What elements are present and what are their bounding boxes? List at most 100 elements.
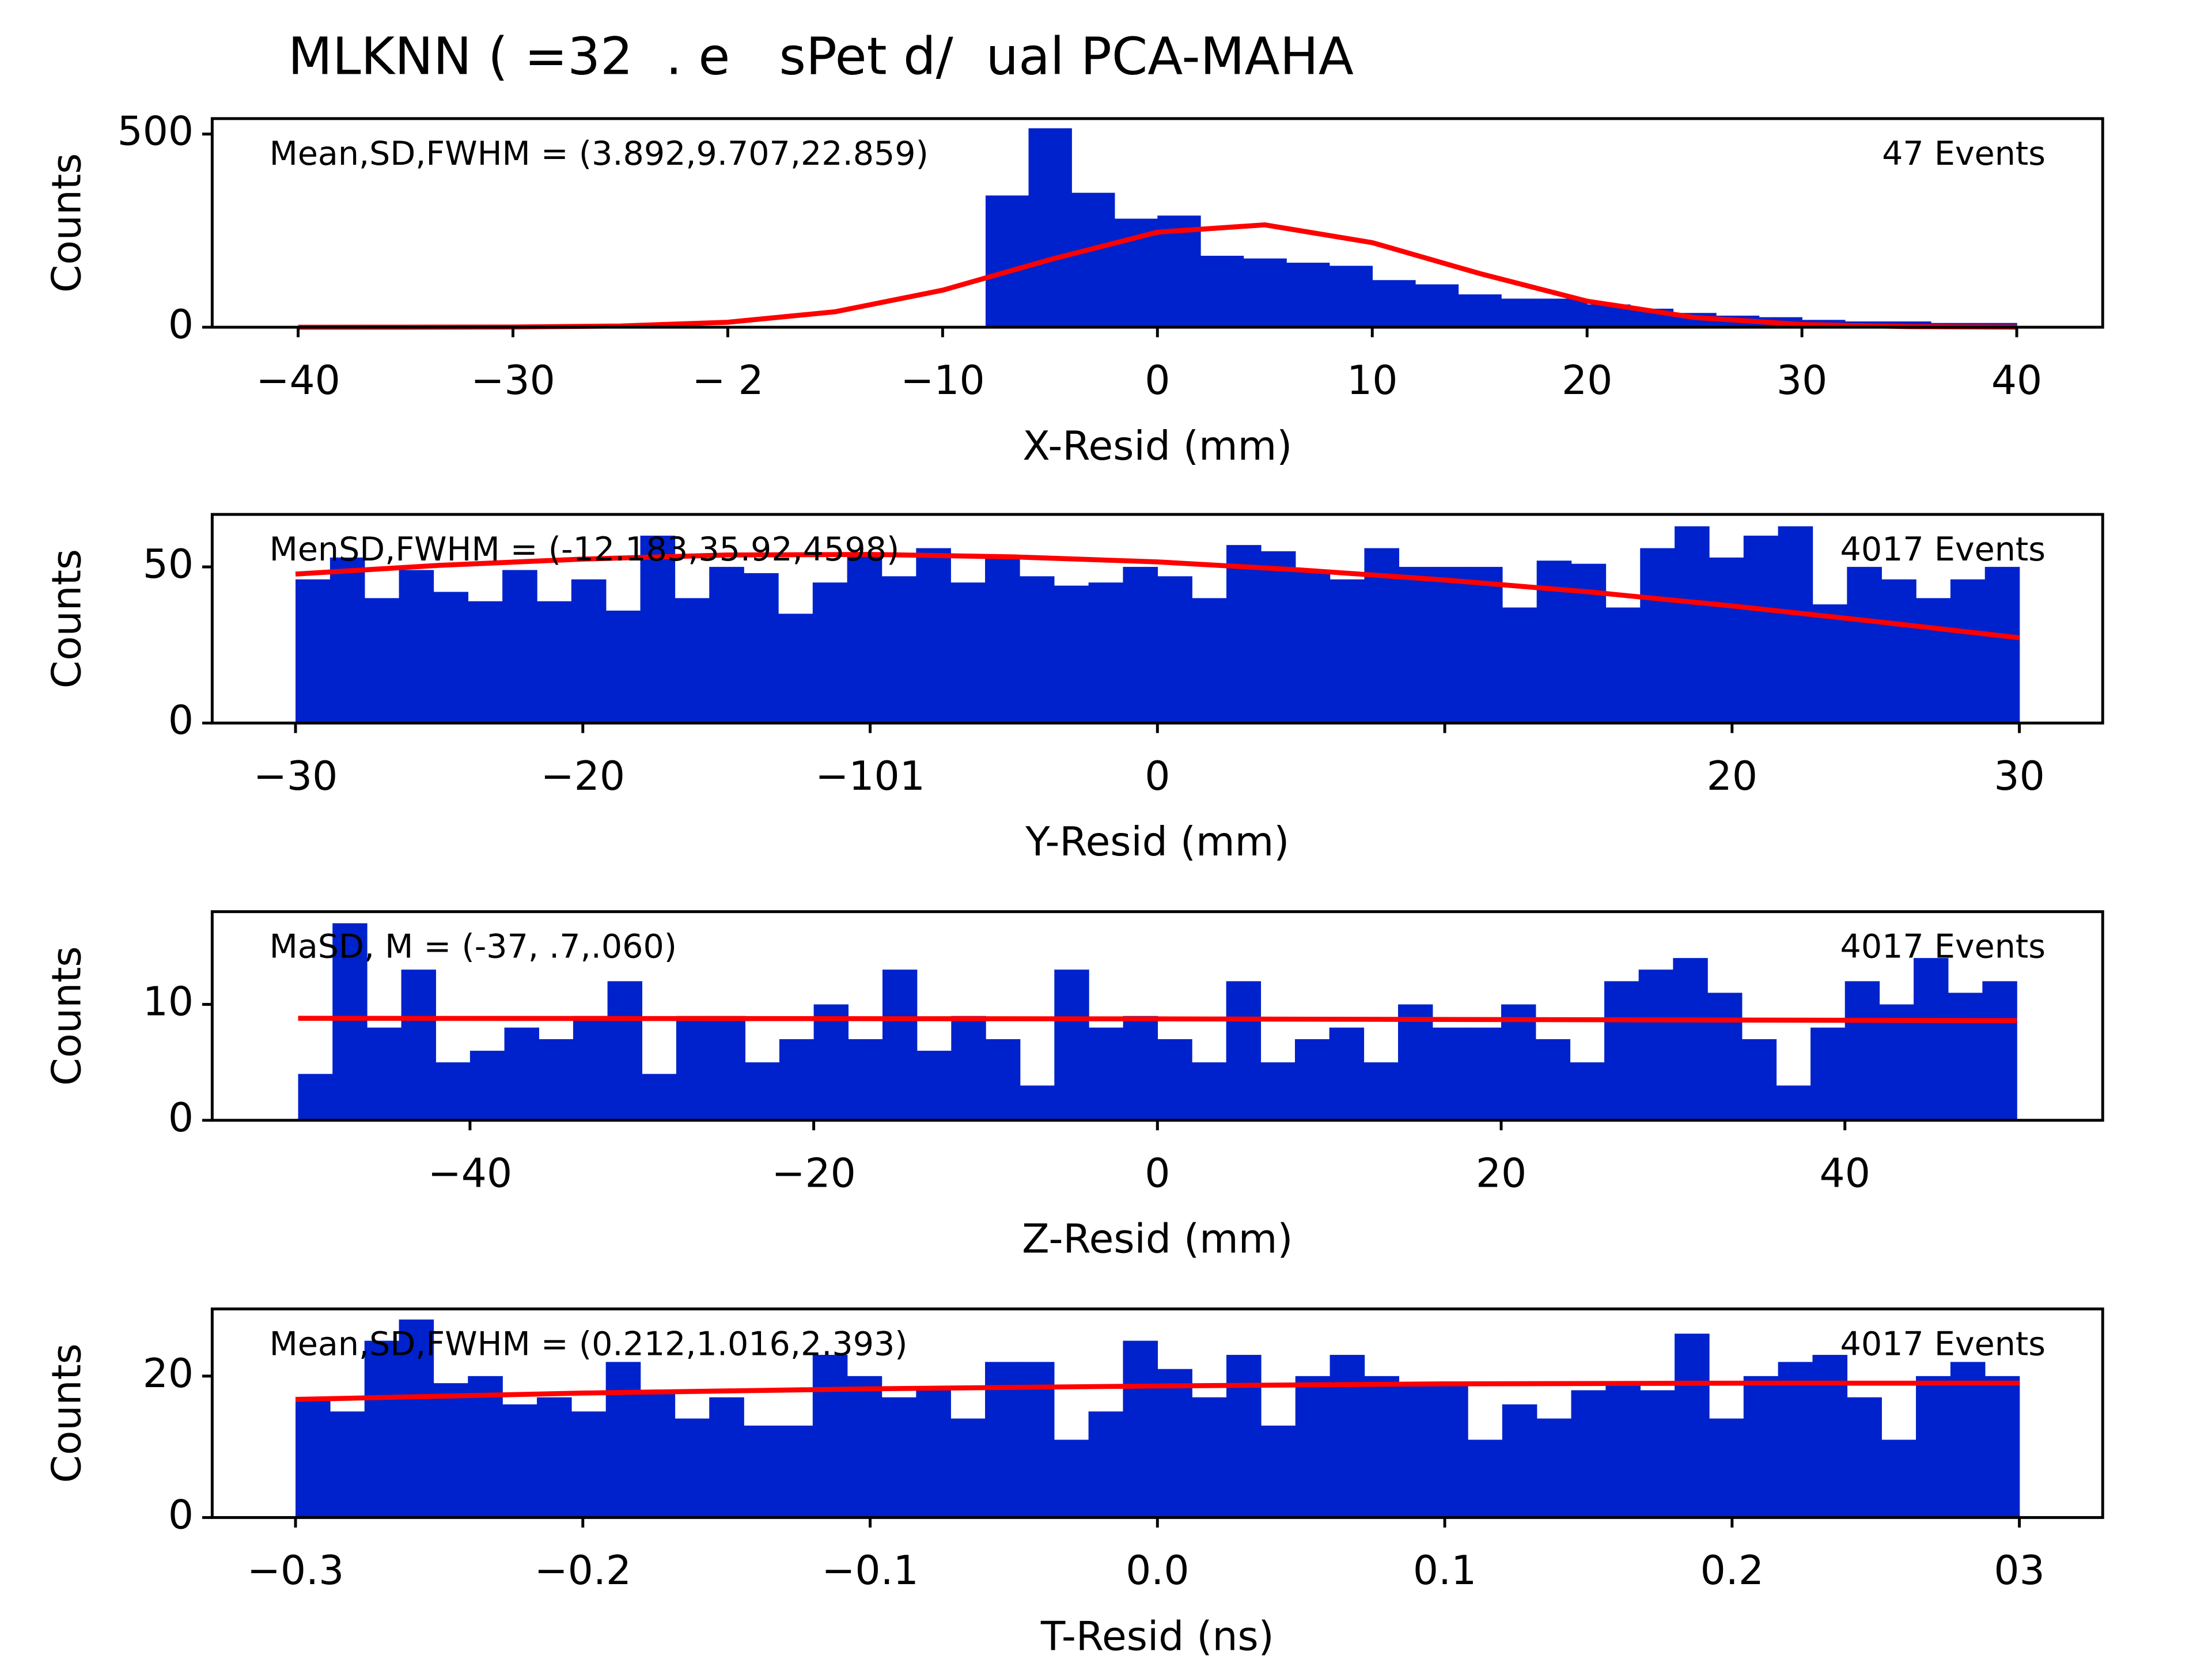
bar [1088, 1027, 1124, 1120]
bar [1810, 1027, 1846, 1120]
bar [1192, 1397, 1227, 1518]
x-tick-label: −40 [256, 358, 340, 404]
x-tick-label: 0 [1145, 358, 1170, 404]
bar [1226, 981, 1262, 1120]
bar [502, 1404, 537, 1518]
bar [1157, 1039, 1192, 1120]
bar [1536, 560, 1572, 724]
bar [881, 576, 917, 724]
bar [1364, 1376, 1400, 1518]
bar [710, 1016, 746, 1120]
bar [1200, 255, 1244, 328]
bar [1432, 1027, 1468, 1120]
bar [1192, 598, 1227, 724]
bar [1363, 1062, 1399, 1120]
x-tick-label: 20 [1562, 358, 1612, 404]
bar [296, 579, 331, 724]
x-tick-label: 30 [1777, 358, 1827, 404]
bar [468, 1376, 503, 1518]
bar [1028, 128, 1072, 328]
bar [1544, 298, 1588, 328]
bar [1535, 1039, 1571, 1120]
bar [433, 592, 469, 724]
x-tick-label: −20 [771, 1151, 856, 1197]
x-tick-label: −0.1 [821, 1548, 919, 1594]
x-tick-label: −0.3 [247, 1548, 344, 1594]
bar [401, 969, 436, 1120]
x-tick-label: 20 [1707, 753, 1758, 800]
bar [1502, 1404, 1537, 1518]
y-axis-label: Counts [44, 153, 90, 293]
bar [1741, 1039, 1777, 1120]
x-axis-label: X-Resid (mm) [1022, 423, 1292, 469]
bar [812, 582, 848, 724]
y-axis-label: Counts [44, 549, 90, 688]
bar [502, 570, 537, 724]
bar [1948, 993, 1983, 1120]
y-tick-label: 0 [168, 302, 194, 348]
bar [366, 1027, 402, 1120]
y-axis-label: Counts [44, 946, 90, 1086]
bar [709, 1397, 744, 1518]
events-annotation: 4017 Events [1840, 1325, 2046, 1363]
bar [778, 1425, 813, 1518]
bar [1502, 607, 1537, 724]
bar [1372, 280, 1416, 328]
bar [1675, 1334, 1710, 1518]
x-tick-label: −20 [541, 753, 626, 800]
x-axis-label: Z-Resid (mm) [1022, 1217, 1293, 1263]
y-tick-label: 0 [168, 1492, 194, 1538]
bar [950, 582, 986, 724]
bar [1950, 1362, 1986, 1518]
bar [916, 548, 951, 724]
bar [1604, 981, 1639, 1120]
x-tick-label: 30 [1994, 753, 2044, 800]
bar [640, 535, 676, 724]
bar [881, 1397, 917, 1518]
bar [916, 1051, 952, 1120]
bar [571, 1411, 607, 1518]
bar [882, 969, 918, 1120]
y-tick-label: 50 [143, 541, 194, 588]
bar [1243, 258, 1287, 328]
bar [1397, 1004, 1433, 1120]
bar [1467, 1440, 1503, 1518]
bar [1605, 607, 1641, 724]
bar [1881, 579, 1916, 724]
x-tick-label: 0.0 [1126, 1548, 1189, 1594]
x-tick-label: 40 [1991, 358, 2042, 404]
bar [1191, 1062, 1227, 1120]
bar [1812, 1355, 1848, 1518]
y-tick-label: 20 [143, 1351, 194, 1397]
bar [1157, 1369, 1192, 1518]
bar [1157, 576, 1192, 724]
bar [1984, 567, 2020, 724]
bar [1881, 1440, 1916, 1518]
x-tick-label: 10 [1347, 358, 1397, 404]
bar [1675, 526, 1710, 724]
bar [847, 554, 882, 724]
bar [1571, 563, 1607, 724]
bar [1433, 1383, 1468, 1518]
x-tick-label: −30 [471, 358, 555, 404]
y-tick-label: 0 [168, 1095, 194, 1141]
bar [1295, 1376, 1331, 1518]
bar [1812, 604, 1848, 724]
bar [1640, 548, 1675, 724]
bar [812, 1355, 848, 1518]
bar [536, 1397, 572, 1518]
bar [744, 573, 779, 724]
x-tick-label: −0.2 [534, 1548, 631, 1594]
x-tick-label: 0 [1145, 1151, 1170, 1197]
figure-title: MLKNN ( =32 . e sPet d/ ual PCA-MAHA [288, 27, 1354, 87]
bar [813, 1004, 849, 1120]
bar [329, 1411, 365, 1518]
x-tick-label: −10 [900, 358, 985, 404]
bar [1123, 1016, 1158, 1120]
bar [433, 1383, 469, 1518]
bar [1260, 1062, 1296, 1120]
bar [745, 1062, 780, 1120]
bar [1467, 567, 1503, 724]
fit-curve [298, 1016, 2017, 1024]
bar [1778, 1362, 1813, 1518]
